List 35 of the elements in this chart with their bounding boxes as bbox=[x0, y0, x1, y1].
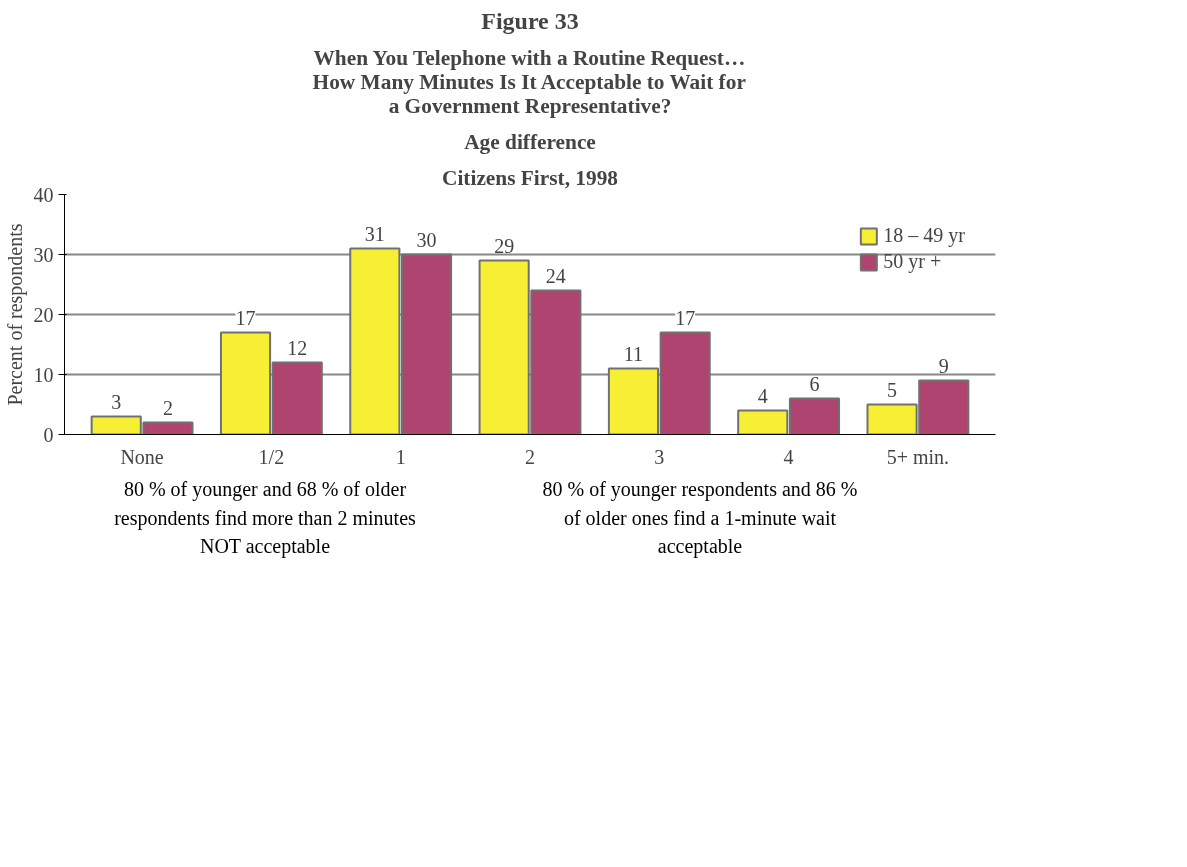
x-tick-label: 1/2 bbox=[258, 445, 285, 468]
data-label: 4 bbox=[757, 384, 768, 407]
data-label: 17 bbox=[675, 306, 696, 329]
data-label: 6 bbox=[809, 372, 820, 395]
text: Age difference bbox=[464, 129, 596, 154]
y-tick-label: 0 bbox=[43, 423, 54, 446]
x-tick-label: 2 bbox=[525, 445, 535, 468]
x-tick-label: 4 bbox=[783, 445, 794, 468]
data-label: 24 bbox=[545, 264, 566, 287]
text: 80 % of younger respondents and 86 % of older ones find a 1-minute wait acceptable bbox=[541, 477, 859, 560]
x-tick-label: 3 bbox=[654, 445, 665, 468]
data-label: 2 bbox=[162, 396, 173, 419]
y-tick-label: 30 bbox=[33, 243, 54, 266]
data-label: 12 bbox=[287, 336, 308, 359]
y-axis-title: Percent of respondents bbox=[3, 223, 27, 406]
x-tick-label: 5+ min. bbox=[886, 445, 950, 468]
y-tick-label: 20 bbox=[33, 303, 54, 326]
data-label: 5 bbox=[887, 378, 898, 401]
y-tick-label: 40 bbox=[33, 183, 54, 206]
data-label: 17 bbox=[235, 306, 256, 329]
data-label: 29 bbox=[494, 234, 515, 257]
text: Citizens First, 1998 bbox=[442, 165, 618, 190]
x-tick-label: None bbox=[120, 445, 164, 468]
legend-label: 50 yr + bbox=[883, 250, 942, 273]
legend-label: 18 – 49 yr bbox=[883, 224, 965, 247]
chart-title: Figure 33 bbox=[481, 7, 579, 34]
text: 80 % of younger and 68 % of older respondents find more than 2 minutes NOT acceptable bbox=[113, 477, 417, 560]
data-label: 11 bbox=[623, 342, 644, 365]
data-label: 30 bbox=[416, 228, 437, 251]
x-tick-label: 1 bbox=[395, 445, 406, 468]
y-tick-label: 10 bbox=[33, 363, 54, 386]
data-label: 9 bbox=[938, 354, 949, 377]
data-label: 3 bbox=[111, 390, 122, 413]
chart-subtitle: When You Telephone with a Routine Request… How Many Minutes Is It Acceptable to Wait for a Government Representative? bbox=[312, 45, 747, 118]
data-label: 31 bbox=[364, 222, 385, 245]
